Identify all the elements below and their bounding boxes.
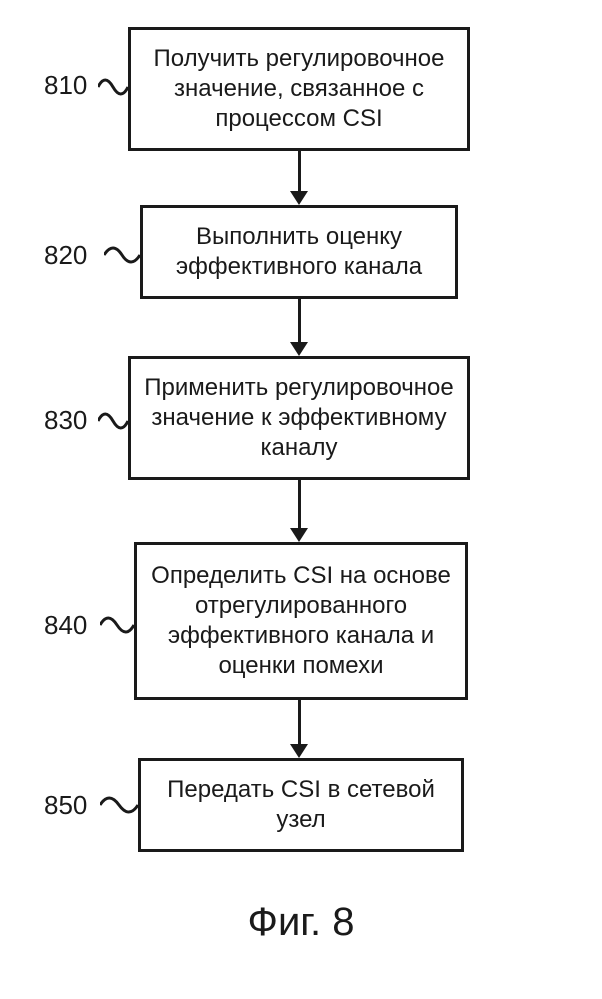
flow-node-850-text: Передать CSI в сетевой узел: [151, 775, 451, 835]
flow-node-830: Применить регулировочное значение к эффе…: [128, 356, 470, 480]
flow-node-820-text: Выполнить оценку эффективного канала: [153, 222, 445, 282]
squiggle-810: [98, 70, 128, 104]
arrow-830-840: [290, 480, 308, 542]
flowchart: Получить регулировочное значение, связан…: [0, 0, 602, 999]
flow-node-810-text: Получить регулировочное значение, связан…: [141, 44, 457, 134]
figure-caption: Фиг. 8: [0, 900, 602, 945]
flow-node-850: Передать CSI в сетевой узел: [138, 758, 464, 852]
arrow-840-850: [290, 700, 308, 758]
flow-node-810: Получить регулировочное значение, связан…: [128, 27, 470, 151]
step-label-810: 810: [44, 70, 87, 101]
flow-node-830-text: Применить регулировочное значение к эффе…: [141, 373, 457, 463]
step-label-850: 850: [44, 790, 87, 821]
arrow-820-830: [290, 299, 308, 356]
squiggle-840: [100, 608, 134, 642]
squiggle-830: [98, 404, 128, 438]
flow-node-820: Выполнить оценку эффективного канала: [140, 205, 458, 299]
step-label-840: 840: [44, 610, 87, 641]
flow-node-840-text: Определить CSI на основе отрегулированно…: [147, 561, 455, 681]
squiggle-820: [104, 238, 140, 272]
squiggle-850: [100, 788, 138, 822]
step-label-820: 820: [44, 240, 87, 271]
flow-node-840: Определить CSI на основе отрегулированно…: [134, 542, 468, 700]
step-label-830: 830: [44, 405, 87, 436]
arrow-810-820: [290, 151, 308, 205]
